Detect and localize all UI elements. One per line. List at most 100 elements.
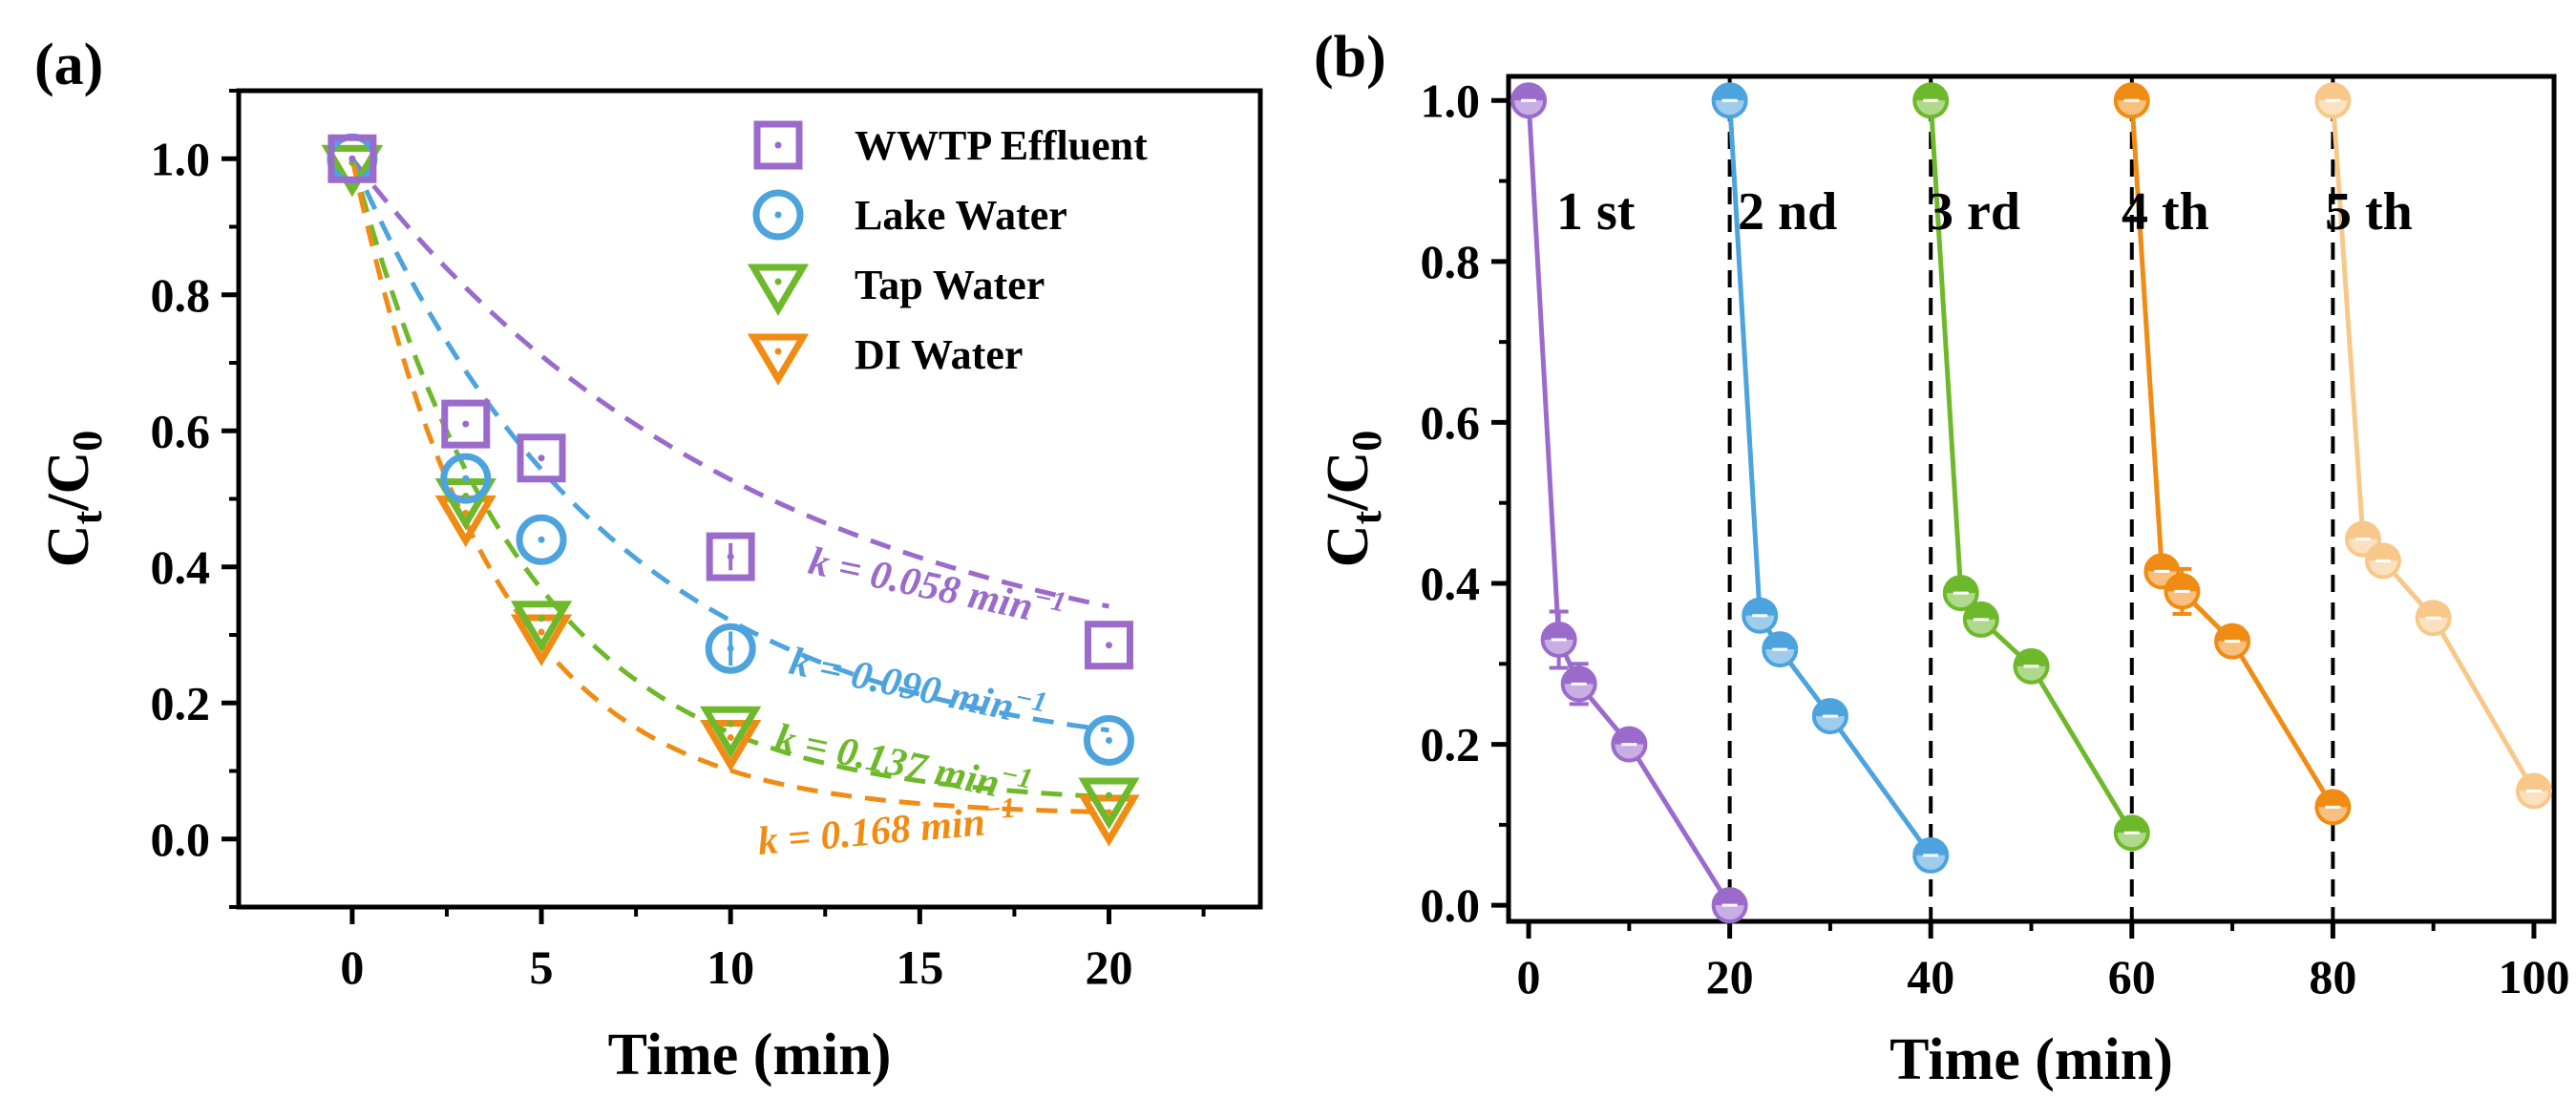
x-tick-label: 100 <box>2498 950 2569 1003</box>
x-tick-label: 15 <box>896 940 943 994</box>
data-point <box>1510 82 1548 119</box>
x-tick-label: 10 <box>707 940 754 994</box>
data-point <box>1912 836 1950 874</box>
data-point <box>2314 82 2352 119</box>
y-axis-title-part: /C <box>1316 452 1381 512</box>
rate-constant-label: k = 0.058 min−1 <box>805 534 1069 636</box>
data-point <box>1762 631 1799 668</box>
data-point <box>1962 601 1999 638</box>
rate-constant-text: k = 0.168 min <box>756 800 987 864</box>
legend-label: DI Water <box>855 331 1023 378</box>
data-point <box>440 453 492 504</box>
x-tick-label: 40 <box>1907 950 1954 1003</box>
data-point <box>517 433 566 483</box>
x-tick-label: 60 <box>2108 950 2156 1003</box>
data-point <box>2113 82 2150 119</box>
data-point <box>1711 82 1748 119</box>
legend-label: WWTP Effluent <box>855 122 1148 169</box>
panel-a-chart: (a) 0 5 10 15 20 0.0 0.2 0.4 0.6 0.8 1.0 Time (min)… <box>34 32 1263 1087</box>
data-point <box>2164 573 2201 610</box>
data-point <box>1811 698 1848 735</box>
y-axis-title-part: C <box>36 524 101 567</box>
rate-constant-label: k = 0.090 min−1 <box>786 634 1050 736</box>
fit-curve-0 <box>349 157 1109 609</box>
y-tick-label: 0.2 <box>1421 718 1481 771</box>
legend-marker <box>752 189 804 241</box>
x-tick-label: 20 <box>1706 950 1754 1003</box>
panel-b-label: (b) <box>1314 25 1386 90</box>
x-tick-label: 0 <box>1517 950 1541 1003</box>
data-point <box>1942 575 1979 612</box>
data-point <box>2415 600 2452 637</box>
cycle-label: 5 th <box>2325 182 2413 242</box>
rate-constant-label: k = 0.168 min−1 <box>755 792 1018 863</box>
plot-frame <box>236 88 1263 910</box>
y-axis-title-part: 0 <box>64 431 111 452</box>
y-tick-label: 0.0 <box>1421 878 1481 932</box>
y-axis-title-part: 0 <box>1343 431 1390 452</box>
y-tick-label: 0.6 <box>1421 395 1481 449</box>
rate-constant-exponent: −1 <box>1031 581 1068 619</box>
panel-b-chart: (b) 0 20 40 60 80 100 0.0 0.2 0.4 0.6 0.8 1.0 Time (… <box>1314 25 2569 1092</box>
legend-label: Tap Water <box>855 262 1045 308</box>
x-tick-label: 80 <box>2309 950 2356 1003</box>
y-tick-label: 0.2 <box>151 676 211 729</box>
data-point <box>510 614 573 666</box>
cycle-label: 4 th <box>2122 182 2209 242</box>
legend-marker <box>753 120 803 170</box>
x-tick-label: 0 <box>340 940 364 994</box>
data-point <box>2113 814 2150 852</box>
rate-constant-exponent: −1 <box>1012 682 1049 719</box>
data-point <box>700 719 762 772</box>
data-point <box>2013 647 2050 685</box>
data-point <box>441 399 491 449</box>
legend-marker <box>747 333 810 386</box>
data-point <box>706 532 755 581</box>
y-tick-label: 0.6 <box>151 404 211 457</box>
data-point <box>1083 714 1134 766</box>
y-axis-title-part: t <box>64 510 111 524</box>
rate-constant-text: k = 0.137 min <box>771 716 1003 807</box>
rate-constant-exponent: −1 <box>998 758 1035 795</box>
data-point <box>1560 665 1597 703</box>
y-tick-label: 1.0 <box>1421 74 1481 127</box>
y-tick-label: 0.4 <box>151 540 211 594</box>
y-tick-label: 0.8 <box>1421 235 1481 288</box>
data-point <box>516 514 567 565</box>
legend-marker <box>747 264 810 316</box>
x-axis-title: Time (min) <box>1890 1027 2173 1092</box>
rate-constant-exponent: −1 <box>982 792 1017 826</box>
rate-constant-text: k = 0.090 min <box>786 640 1018 730</box>
data-point <box>2314 789 2352 826</box>
data-point <box>1084 621 1133 670</box>
x-tick-label: 20 <box>1085 940 1132 994</box>
cycle-label: 3 rd <box>1927 182 2020 242</box>
x-tick-label: 5 <box>530 940 554 994</box>
data-point <box>1742 597 1779 634</box>
y-tick-label: 0.4 <box>1421 557 1481 610</box>
y-axis-title-part: t <box>1343 510 1390 524</box>
y-axis-title: Ct/C0 <box>36 431 111 567</box>
data-point <box>1711 887 1748 924</box>
y-axis-title-part: C <box>1316 524 1381 567</box>
y-axis-title: Ct/C0 <box>1316 431 1390 567</box>
rate-constant-text: k = 0.058 min <box>805 539 1037 630</box>
data-point <box>2365 542 2402 580</box>
y-tick-label: 0.0 <box>151 813 211 866</box>
legend-label: Lake Water <box>855 192 1067 239</box>
fit-curve-1 <box>349 158 1109 733</box>
panel-a-label: (a) <box>34 32 103 97</box>
y-tick-label: 0.8 <box>151 268 211 322</box>
data-point <box>1912 82 1950 119</box>
x-axis-title: Time (min) <box>608 1023 892 1087</box>
cycle-label: 1 st <box>1556 182 1636 242</box>
data-point <box>510 601 573 653</box>
y-axis-title-part: /C <box>36 452 101 512</box>
data-point <box>1611 726 1648 763</box>
data-point <box>2515 772 2552 810</box>
data-point <box>705 623 756 674</box>
data-point <box>2214 623 2251 660</box>
data-point <box>327 134 377 183</box>
y-tick-label: 1.0 <box>151 132 211 185</box>
